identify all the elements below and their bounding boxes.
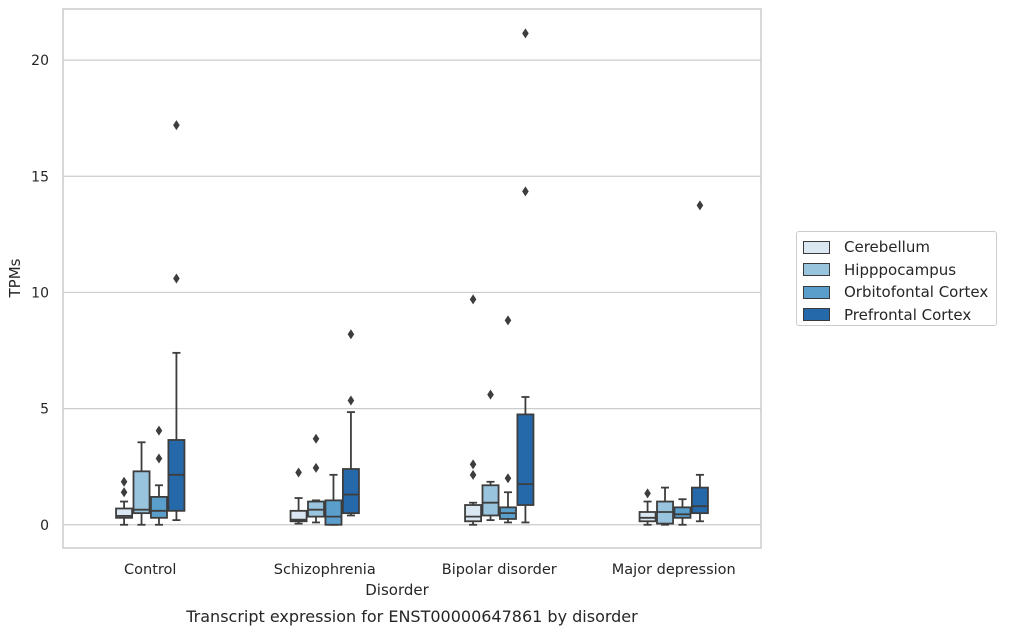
outlier-point: [469, 459, 477, 470]
x-tick-label-control: Control: [124, 562, 176, 578]
outlier-point: [155, 425, 163, 436]
outlier-point: [644, 488, 651, 499]
box-hipppocampus-bipolar-disorder: [481, 389, 500, 522]
legend-label-prefrontal: Prefrontal Cortex: [844, 305, 972, 324]
box-hipppocampus-major-depression: [656, 486, 674, 526]
box-prefrontal-cortex-schizophrenia: [341, 329, 360, 517]
box-prefrontal-cortex-control: [167, 120, 186, 522]
legend-label-cerebellum: Cerebellum: [844, 238, 930, 257]
x-axis-label: Disorder: [365, 581, 429, 599]
y-tick-label-15: 15: [31, 169, 49, 185]
outlier-point: [312, 462, 320, 473]
box-hipppocampus-schizophrenia: [307, 433, 325, 524]
outlier-point: [312, 433, 320, 444]
outlier-point: [347, 395, 355, 406]
legend-item-orbitofrontal: Orbitofontal Cortex: [803, 281, 996, 304]
box-hipppocampus-control: [132, 441, 151, 526]
outlier-point: [120, 476, 128, 487]
series-orbitofontal-cortex: [150, 315, 692, 526]
box-series: [115, 28, 709, 526]
box-orbitofontal-cortex-major-depression: [673, 498, 692, 526]
outlier-point: [504, 315, 512, 326]
y-axis-ticks: 0 5 10 15 20: [31, 53, 49, 534]
outlier-point: [522, 186, 529, 197]
outlier-point: [469, 294, 477, 305]
series-prefrontal-cortex: [167, 28, 709, 524]
outlier-point: [504, 473, 512, 484]
box-cerebellum-schizophrenia: [289, 467, 308, 525]
box-iqr: [324, 499, 343, 526]
x-tick-label-major-depression: Major depression: [612, 562, 736, 578]
outlier-point: [173, 120, 180, 131]
box-iqr: [673, 506, 692, 519]
legend-item-hippocampus: Hipppocampus: [803, 259, 996, 282]
y-tick-label-0: 0: [40, 518, 49, 534]
box-iqr: [289, 509, 308, 523]
box-iqr: [132, 470, 151, 515]
box-iqr: [481, 484, 500, 517]
y-tick-label-20: 20: [31, 53, 49, 69]
x-tick-label-bipolar-disorder: Bipolar disorder: [442, 562, 557, 578]
box-iqr: [690, 486, 709, 515]
outlier-point: [173, 273, 180, 284]
box-orbitofontal-cortex-schizophrenia: [324, 473, 343, 526]
legend-label-hippocampus: Hipppocampus: [844, 260, 957, 279]
box-prefrontal-cortex-major-depression: [690, 200, 709, 523]
box-iqr: [464, 504, 483, 523]
box-orbitofontal-cortex-bipolar-disorder: [499, 315, 517, 524]
x-axis-ticks: Control Schizophrenia Bipolar disorder Majo…: [124, 562, 736, 578]
x-tick-label-schizophrenia: Schizophrenia: [274, 562, 376, 578]
plot-area-frame: [62, 8, 762, 549]
box-cerebellum-bipolar-disorder: [464, 294, 483, 526]
legend-swatch-hippocampus: [803, 263, 830, 277]
box-iqr: [115, 507, 134, 519]
legend-item-prefrontal: Prefrontal Cortex: [803, 304, 996, 327]
chart-title: Transcript expression for ENST0000064786…: [185, 607, 638, 626]
box-cerebellum-control: [115, 476, 134, 526]
series-cerebellum: [115, 294, 657, 526]
box-cerebellum-major-depression: [638, 488, 657, 526]
outlier-point: [347, 329, 355, 340]
legend: Cerebellum Hipppocampus Orbitofontal Cor…: [796, 231, 997, 326]
outlier-point: [295, 467, 302, 478]
outlier-point: [487, 389, 494, 400]
outlier-point: [522, 28, 529, 39]
outlier-point: [696, 200, 704, 211]
box-iqr: [638, 511, 657, 523]
box-orbitofontal-cortex-control: [150, 425, 168, 526]
legend-item-cerebellum: Cerebellum: [803, 236, 996, 259]
legend-swatch-cerebellum: [803, 240, 830, 254]
outlier-point: [120, 487, 128, 498]
outlier-point: [155, 453, 163, 464]
box-iqr: [341, 468, 360, 515]
box-iqr: [516, 413, 535, 506]
outlier-point: [469, 469, 477, 480]
y-tick-label-5: 5: [40, 402, 49, 418]
y-tick-label-10: 10: [31, 285, 49, 301]
legend-swatch-prefrontal: [803, 308, 830, 322]
series-hipppocampus: [132, 389, 674, 526]
legend-label-orbitofrontal: Orbitofontal Cortex: [844, 283, 989, 302]
box-iqr: [150, 495, 168, 519]
y-axis-label: TPMs: [6, 258, 24, 298]
legend-swatch-orbitofrontal: [803, 285, 830, 299]
box-prefrontal-cortex-bipolar-disorder: [516, 28, 535, 524]
